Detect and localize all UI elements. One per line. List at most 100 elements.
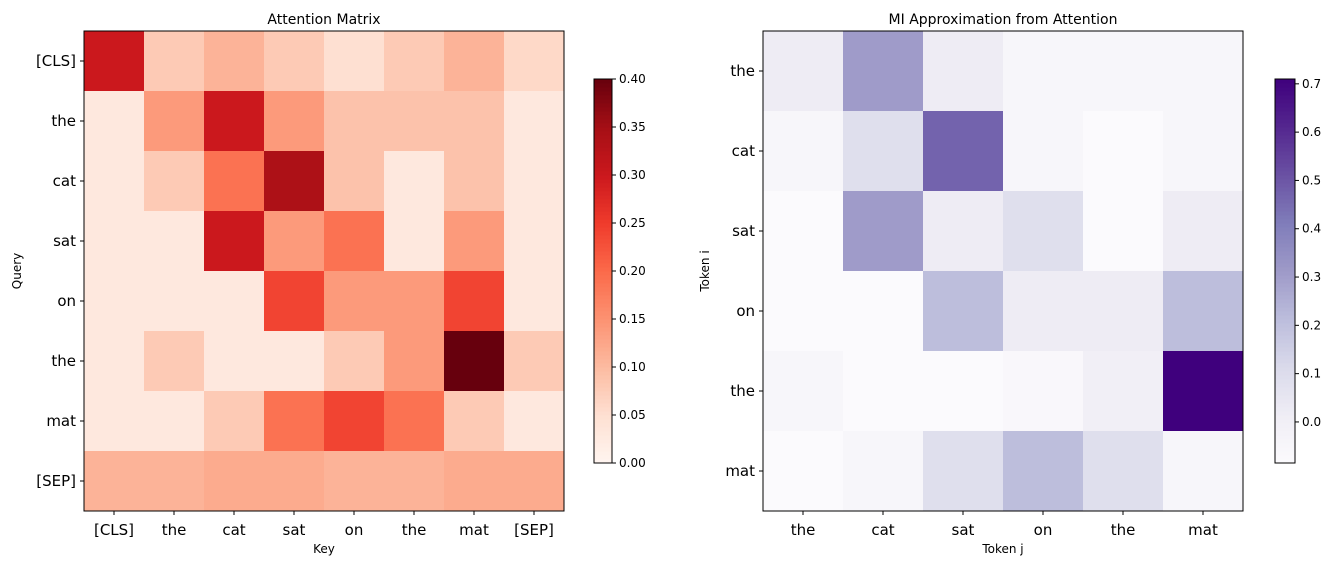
colorbar-segment xyxy=(1275,327,1295,332)
colorbar-segment xyxy=(1275,123,1295,128)
colorbar-segment xyxy=(594,267,612,272)
colorbar-segment xyxy=(1275,447,1295,452)
colorbar-segment xyxy=(1275,243,1295,248)
colorbar-segment xyxy=(594,343,612,348)
colorbar-segment xyxy=(594,259,612,264)
colorbar-segment xyxy=(594,351,612,356)
heatmap-cell xyxy=(324,451,385,512)
heatmap-cell xyxy=(843,271,924,352)
colorbar-tick-label: 0.30 xyxy=(619,168,646,182)
colorbar-segment xyxy=(594,167,612,172)
colorbar-segment xyxy=(1275,91,1295,96)
colorbar-segment xyxy=(1275,451,1295,456)
heatmap-cell xyxy=(384,151,445,212)
colorbar-segment xyxy=(1275,199,1295,204)
y-tick-label: [CLS] xyxy=(36,52,76,70)
colorbar-segment xyxy=(1275,87,1295,92)
colorbar-segment xyxy=(1275,127,1295,132)
colorbar-segment xyxy=(1275,267,1295,272)
colorbar-segment xyxy=(594,227,612,232)
colorbar-segment xyxy=(594,87,612,92)
colorbar-segment xyxy=(1275,255,1295,260)
heatmap-cell xyxy=(264,451,325,512)
x-tick-label: cat xyxy=(222,521,245,539)
colorbar-segment xyxy=(1275,439,1295,444)
colorbar-segment xyxy=(1275,135,1295,140)
colorbar-segment xyxy=(594,407,612,412)
colorbar-segment xyxy=(594,307,612,312)
colorbar-segment xyxy=(1275,107,1295,112)
colorbar-segment xyxy=(594,195,612,200)
colorbar-segment xyxy=(594,123,612,128)
heatmap-cell xyxy=(324,271,385,332)
heatmap-cell xyxy=(324,391,385,452)
heatmap-cell xyxy=(444,391,505,452)
colorbar-segment xyxy=(594,459,612,464)
colorbar-segment xyxy=(594,83,612,88)
heatmap-cell xyxy=(444,31,505,92)
colorbar-tick-label: 0.3 xyxy=(1302,270,1321,284)
heatmap-cell xyxy=(264,391,325,452)
heatmap-cell xyxy=(144,211,205,272)
x-tick-label: sat xyxy=(283,521,306,539)
colorbar-tick-label: 0.6 xyxy=(1302,125,1321,139)
colorbar-segment xyxy=(594,79,612,84)
colorbar-segment xyxy=(1275,391,1295,396)
colorbar-segment xyxy=(1275,375,1295,380)
y-tick-label: mat xyxy=(725,462,755,480)
colorbar-segment xyxy=(594,283,612,288)
colorbar-segment xyxy=(594,435,612,440)
colorbar-segment xyxy=(594,231,612,236)
colorbar-segment xyxy=(594,179,612,184)
colorbar-segment xyxy=(594,155,612,160)
heatmap-cell xyxy=(504,271,565,332)
colorbar-segment xyxy=(1275,383,1295,388)
colorbar-segment xyxy=(594,447,612,452)
colorbar-segment xyxy=(594,239,612,244)
colorbar-segment xyxy=(594,359,612,364)
heatmap-cell xyxy=(144,331,205,392)
heatmap-cell xyxy=(1003,111,1084,192)
colorbar-segment xyxy=(594,291,612,296)
colorbar-segment xyxy=(594,355,612,360)
colorbar-tick-label: 0.00 xyxy=(619,456,646,470)
heatmap-cell xyxy=(264,211,325,272)
colorbar-tick-label: 0.40 xyxy=(619,72,646,86)
colorbar-segment xyxy=(594,187,612,192)
colorbar-segment xyxy=(1275,419,1295,424)
heatmap-cell xyxy=(384,271,445,332)
heatmap-cell xyxy=(843,111,924,192)
colorbar-segment xyxy=(594,311,612,316)
heatmap-cell xyxy=(144,151,205,212)
colorbar-segment xyxy=(594,331,612,336)
heatmap-cell xyxy=(504,31,565,92)
y-tick-label: mat xyxy=(46,412,76,430)
heatmap-cell xyxy=(923,431,1004,512)
colorbar-segment xyxy=(594,235,612,240)
colorbar-segment xyxy=(594,415,612,420)
colorbar-segment xyxy=(594,379,612,384)
heatmap-cell xyxy=(1003,31,1084,112)
colorbar-segment xyxy=(1275,183,1295,188)
x-tick-label: on xyxy=(1034,521,1053,539)
y-tick-label: the xyxy=(730,382,755,400)
colorbar-segment xyxy=(594,199,612,204)
colorbar-segment xyxy=(594,247,612,252)
colorbar-segment xyxy=(594,271,612,276)
heatmap-cell xyxy=(504,91,565,152)
colorbar-segment xyxy=(1275,275,1295,280)
colorbar-segment xyxy=(1275,307,1295,312)
colorbar-segment xyxy=(1275,139,1295,144)
colorbar-segment xyxy=(1275,227,1295,232)
colorbar-tick-label: 0.0 xyxy=(1302,415,1321,429)
colorbar-segment xyxy=(594,203,612,208)
heatmap-cell xyxy=(923,351,1004,432)
colorbar-segment xyxy=(1275,287,1295,292)
colorbar-segment xyxy=(594,275,612,280)
colorbar-segment xyxy=(1275,239,1295,244)
heatmap-cell xyxy=(1163,351,1244,432)
heatmap-cell xyxy=(444,211,505,272)
colorbar-segment xyxy=(1275,355,1295,360)
colorbar-segment xyxy=(594,127,612,132)
colorbar-segment xyxy=(1275,259,1295,264)
